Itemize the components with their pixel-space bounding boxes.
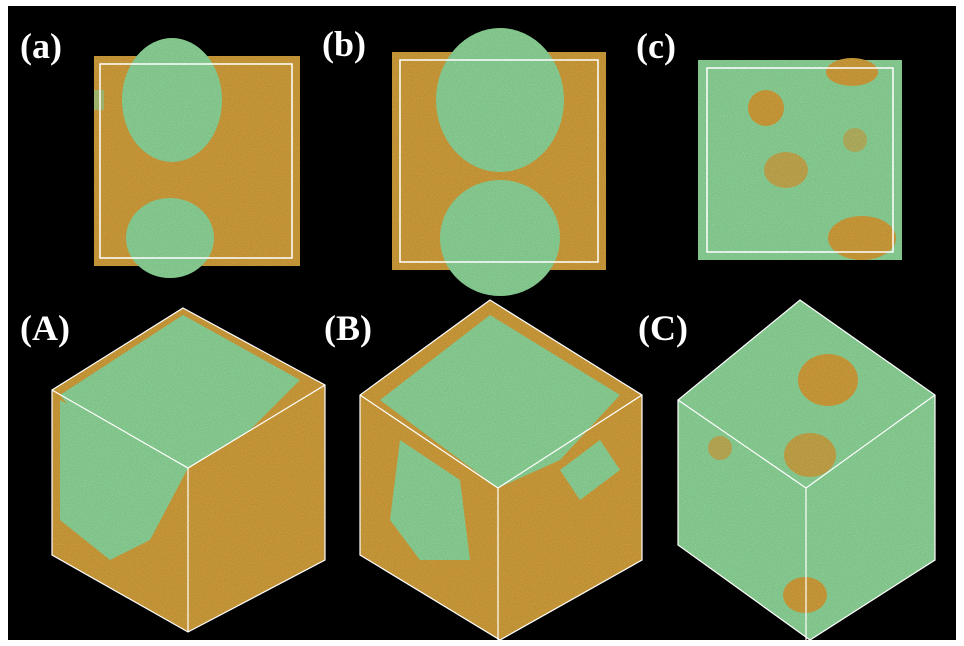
- panel-label: (b): [322, 24, 366, 64]
- panel-label: (a): [20, 26, 62, 66]
- panel-label: (A): [20, 308, 70, 348]
- panel-label: (B): [324, 308, 372, 348]
- panel-b: [392, 28, 606, 296]
- panel-label: (c): [636, 26, 676, 66]
- panel-label: (C): [638, 308, 688, 348]
- panel-a: [94, 38, 300, 278]
- figure: (a) (b) (c) (A) (B) (C): [0, 0, 964, 646]
- panel-c: [698, 58, 902, 260]
